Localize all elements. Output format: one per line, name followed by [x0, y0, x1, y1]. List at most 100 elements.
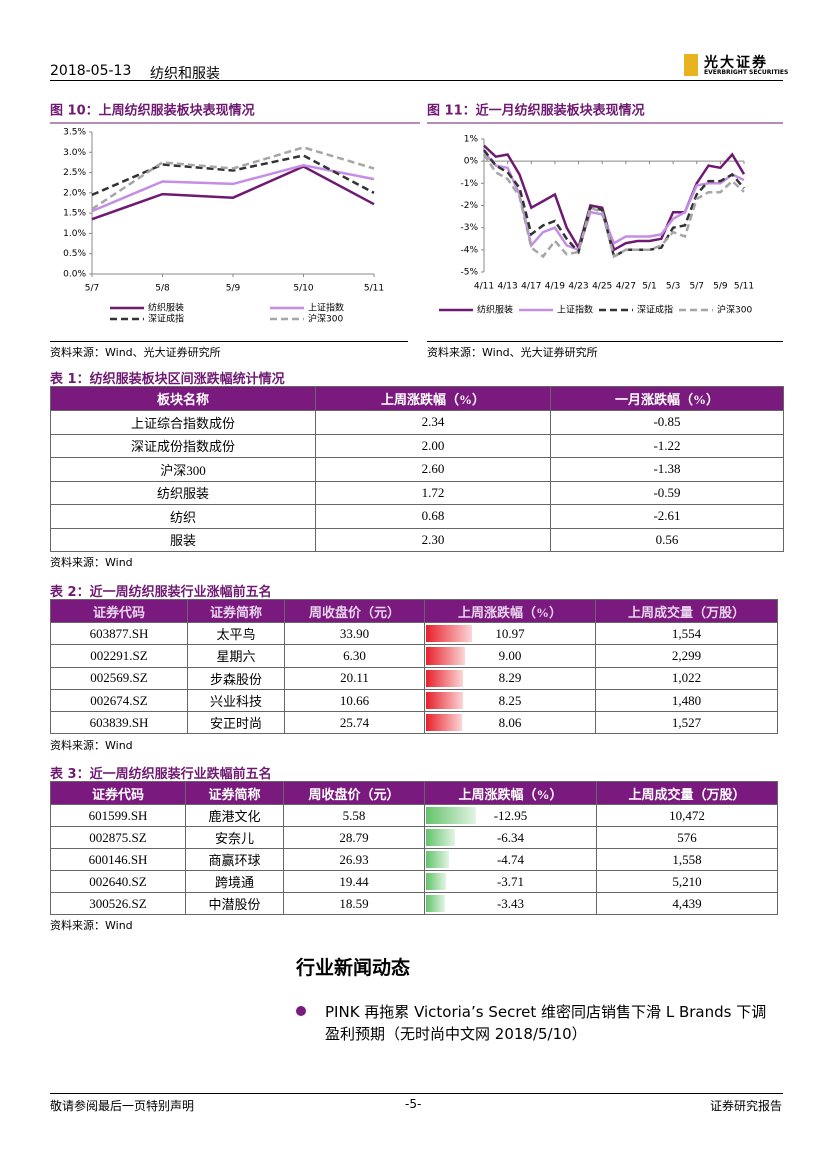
- y-tick-label: 0.5%: [63, 249, 86, 259]
- table-row: 002640.SZ 跨境通 19.44 -3.71 5,210: [50, 870, 778, 893]
- table-cell: 纺织服装: [50, 480, 316, 505]
- y-tick-label: -2%: [460, 201, 478, 211]
- table-row: 600146.SH 商赢环球 26.93 -4.74 1,558: [50, 848, 778, 871]
- table-cell: -12.95: [424, 804, 597, 827]
- table: 证券代码 证券简称 周收盘价（元） 上周涨跌幅（%） 上周成交量（万股） 601599.S…: [50, 781, 778, 915]
- series-line: [482, 153, 745, 259]
- table-cell: 002291.SZ: [50, 644, 188, 668]
- table-cell: 26.93: [283, 848, 425, 871]
- chart-title: 图 10：上周纺织服装板块表现情况: [50, 103, 255, 119]
- series-line: [91, 146, 375, 211]
- table-cell: 8.06: [424, 711, 596, 735]
- x-tick-label: 4/17: [521, 282, 541, 292]
- table-row: 深证成份指数成份 2.00 -1.22: [50, 433, 784, 458]
- table-cell: 10.97: [424, 621, 596, 646]
- x-tick-label: 4/25: [592, 282, 612, 292]
- table-source: 资料来源：Wind: [50, 738, 133, 752]
- table-row: 上证综合指数成份 2.34 -0.85: [50, 410, 784, 435]
- x-tick-label: 4/23: [568, 282, 588, 292]
- legend-label: 上证指数: [308, 302, 344, 314]
- table-cell: 4,439: [596, 892, 778, 915]
- footer-right: 证券研究报告: [710, 1099, 783, 1113]
- table: 板块名称 上周涨跌幅（%） 一月涨跌幅（%） 上证综合指数成份 2.34 -0.85 深证成…: [50, 386, 784, 552]
- header-cell: 一月涨跌幅（%）: [550, 386, 784, 411]
- table-cell: -2.61: [550, 504, 784, 529]
- table-cell: 上证综合指数成份: [50, 410, 316, 435]
- series-line: [91, 154, 375, 197]
- table-cell: 安正时尚: [187, 711, 285, 735]
- table-cell: 600146.SH: [50, 848, 186, 871]
- table-cell: 步森股份: [187, 666, 285, 690]
- footer-left: 敬请参阅最后一页特别声明: [50, 1099, 195, 1113]
- x-tick-label: 5/11: [734, 282, 754, 292]
- chart: 图 11：近一月纺织服装板块表现情况 -5% -4% -3% -2% -1% 0% 1% 4/1…: [427, 103, 783, 316]
- table-cell: -0.59: [550, 480, 784, 505]
- x-tick-label: 5/1: [642, 282, 656, 292]
- series-line: [91, 164, 375, 213]
- table-cell: 1,022: [595, 666, 778, 690]
- x-tick-label: 4/27: [616, 282, 636, 292]
- table-cell: 601599.SH: [50, 804, 186, 827]
- table-row: 服装 2.30 0.56: [50, 527, 784, 552]
- table-cell: 300526.SZ: [50, 892, 186, 915]
- y-tick-label: -3%: [460, 223, 478, 233]
- table-cell: 跨境通: [185, 870, 284, 893]
- table-cell: 中潜股份: [185, 892, 284, 915]
- table-row: 300526.SZ 中潜股份 18.59 -3.43 4,439: [50, 892, 778, 915]
- table-cell: 0.68: [315, 504, 551, 529]
- table-cell: 兴业科技: [187, 688, 285, 713]
- table-cell: 深证成份指数成份: [50, 433, 316, 458]
- cell-text: 8.29: [498, 670, 522, 686]
- table-row: 002875.SZ 安奈儿 28.79 -6.34 576: [50, 826, 778, 849]
- table-cell: 20.11: [284, 666, 425, 690]
- table-cell: 603877.SH: [50, 621, 188, 646]
- header-cell: 上周涨跌幅（%）: [424, 599, 596, 623]
- table-cell: 沪深300: [50, 457, 316, 482]
- table-cell: -1.22: [550, 433, 784, 458]
- x-tick-label: 5/7: [689, 282, 703, 292]
- table-row: 002674.SZ 兴业科技 10.66 8.25 1,480: [50, 688, 778, 713]
- data-bar: [426, 691, 463, 710]
- data-bar: [426, 829, 455, 846]
- table-cell: 2.00: [315, 433, 551, 458]
- y-tick-label: -4%: [460, 245, 478, 255]
- y-tick-label: 1%: [464, 135, 479, 145]
- chart: 图 10：上周纺织服装板块表现情况 0.0% 0.5% 1.0% 1.5% 2.0% 2.5…: [50, 103, 420, 325]
- y-tick-label: 2.5%: [63, 168, 86, 178]
- table-cell: 10,472: [596, 804, 778, 827]
- table-cell: 28.79: [283, 826, 425, 849]
- logo-en: EVERBRIGHT SECURITIES: [704, 69, 789, 76]
- header-cell: 板块名称: [50, 386, 316, 411]
- bullet: [296, 1006, 306, 1016]
- x-tick-label: 5/7: [85, 284, 99, 294]
- table-cell: 6.30: [284, 644, 425, 668]
- table-cell: 5,210: [596, 870, 778, 893]
- x-tick-label: 5/9: [713, 282, 728, 292]
- table-cell: 1,558: [596, 848, 778, 871]
- cell-text: 10.97: [495, 625, 525, 641]
- header-row: 证券代码 证券简称 周收盘价（元） 上周涨跌幅（%） 上周成交量（万股）: [50, 599, 778, 623]
- y-tick-label: 3.0%: [63, 148, 86, 158]
- data-bar: [426, 807, 476, 824]
- section-heading: 行业新闻动态: [296, 957, 411, 979]
- header-cell: 证券简称: [185, 781, 284, 805]
- table-cell: 002569.SZ: [50, 666, 188, 690]
- header-row: 证券代码 证券简称 周收盘价（元） 上周涨跌幅（%） 上周成交量（万股）: [50, 781, 778, 805]
- table-cell: 太平鸟: [187, 621, 285, 646]
- x-tick-label: 5/10: [293, 284, 313, 294]
- table-cell: 19.44: [283, 870, 425, 893]
- data-bar: [426, 669, 463, 687]
- y-tick-label: 2.0%: [63, 188, 86, 198]
- y-tick-label: 3.5%: [63, 128, 86, 138]
- data-bar: [426, 851, 450, 868]
- table-row: 纺织服装 1.72 -0.59: [50, 480, 784, 505]
- table-cell: 5.58: [283, 804, 425, 827]
- cell-text: -6.34: [496, 829, 525, 845]
- cell-text: -3.71: [496, 873, 525, 889]
- data-bar: [426, 714, 462, 732]
- news-item: PINK 再拖累 Victoria’s Secret 维密同店销售下滑 L Br…: [325, 1003, 767, 1043]
- table-cell: -3.43: [424, 892, 597, 915]
- data-bar: [426, 647, 466, 665]
- data-bar: [426, 873, 446, 890]
